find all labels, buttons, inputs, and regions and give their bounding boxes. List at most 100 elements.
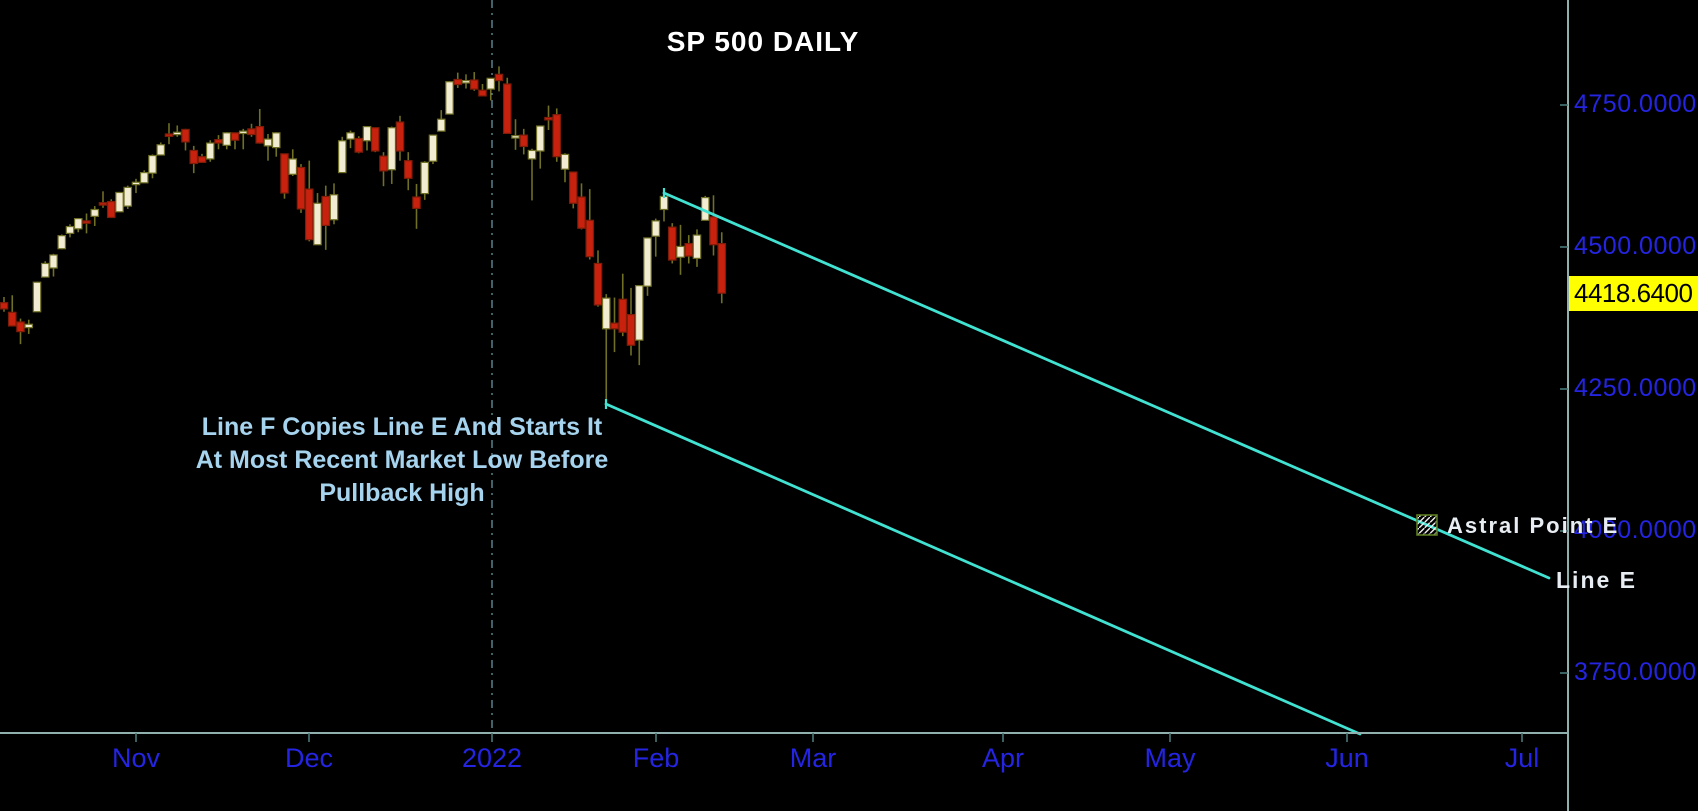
candle-up-body (115, 191, 124, 213)
chart-title: SP 500 DAILY (666, 26, 860, 57)
candle-down-body (552, 114, 562, 158)
candle-down-body (684, 242, 694, 257)
candle-up-body (486, 77, 496, 90)
candle-down-body (247, 128, 256, 136)
candle-up-body (560, 153, 570, 170)
candle-down-body (164, 133, 174, 137)
candle-up-body (362, 125, 372, 142)
candle-down-body (255, 125, 265, 144)
candle-down-body (544, 116, 553, 121)
candle-up-body (420, 161, 430, 195)
candle-down-body (0, 302, 9, 310)
candle-up-body (692, 234, 702, 259)
annotation-line-1: Line F Copies Line E And Starts It (201, 413, 603, 441)
candle-up-body (139, 171, 149, 184)
candle-down-body (412, 196, 421, 209)
candle-down-body (403, 160, 413, 179)
candle-up-body (49, 254, 58, 269)
x-axis-label-mar: Mar (789, 743, 837, 773)
x-axis-label-apr: Apr (981, 743, 1025, 773)
candle-down-body (181, 128, 190, 143)
x-axis-label-jun: Jun (1325, 743, 1369, 773)
candle-up-body (428, 134, 438, 162)
candle-down-body (82, 220, 91, 224)
line-e-label: Line E (1556, 567, 1638, 593)
candle-down-body (354, 137, 364, 153)
candle-up-body (659, 195, 669, 211)
candle-down-body (197, 156, 207, 163)
last-price-tag: 4418.6400 (1569, 275, 1698, 311)
candle-up-body (436, 118, 446, 132)
candle-up-body (511, 135, 520, 139)
candle-down-body (502, 83, 512, 135)
candle-up-body (32, 281, 42, 313)
candle-down-body (610, 322, 619, 330)
candle-up-body (90, 208, 100, 217)
candle-up-body (24, 323, 34, 329)
candle-up-body (148, 154, 157, 174)
y-axis-label-3750: 3750.0000 (1574, 658, 1697, 686)
candle-up-body (65, 225, 75, 234)
candle-down-body (370, 127, 380, 152)
x-axis-label-feb: Feb (632, 743, 680, 773)
candle-up-body (601, 297, 611, 330)
trendline-line-e[interactable] (662, 191, 1551, 580)
candle-down-body (395, 121, 405, 152)
candle-down-body (519, 134, 529, 148)
x-axis-label-jul: Jul (1504, 743, 1540, 773)
trendline-line-f[interactable] (604, 402, 1362, 736)
candle-up-body (634, 285, 644, 341)
candle-down-body (106, 200, 116, 219)
y-axis-label-4000: 4000.0000 (1574, 516, 1697, 544)
candle-down-body (626, 313, 636, 346)
candle-up-body (73, 218, 83, 230)
candle-down-body (189, 149, 199, 165)
candle-down-body (585, 219, 595, 258)
candle-up-body (156, 144, 166, 156)
candle-up-body (387, 127, 397, 171)
candle-up-body (651, 220, 661, 237)
candle-down-body (593, 262, 603, 306)
candle-up-body (461, 79, 471, 84)
candle-up-body (527, 149, 537, 160)
candle-up-body (313, 202, 322, 246)
candle-down-body (478, 89, 487, 97)
candle-up-body (131, 181, 141, 186)
candle-down-body (296, 166, 306, 210)
candle-down-body (280, 153, 289, 194)
candle-up-body (346, 132, 355, 140)
candle-down-body (230, 132, 240, 141)
candle-down-body (379, 155, 388, 172)
candle-up-body (337, 140, 347, 174)
y-axis-label-4250: 4250.0000 (1574, 374, 1697, 402)
candle-up-body (329, 194, 339, 221)
y-axis-label-4750: 4750.0000 (1574, 90, 1697, 118)
y-axis-label-4500: 4500.0000 (1574, 232, 1697, 260)
candle-down-body (717, 242, 727, 294)
candle-down-body (321, 195, 331, 227)
candle-up-body (535, 125, 545, 152)
candle-up-body (271, 132, 281, 149)
candle-down-body (7, 311, 17, 327)
candle-down-body (453, 78, 463, 86)
candle-up-body (238, 130, 248, 135)
astral-point-label: Astral Point E (1447, 513, 1620, 538)
candle-down-body (618, 298, 628, 333)
x-axis-label-nov: Nov (111, 743, 161, 773)
candle-down-body (469, 79, 479, 90)
x-axis-label-2022: 2022 (461, 743, 523, 773)
candle-down-body (667, 226, 677, 261)
candle-up-body (57, 235, 67, 250)
candle-up-body (222, 132, 232, 146)
astral-point-marker[interactable] (1416, 514, 1438, 536)
candle-down-body (494, 73, 504, 82)
candle-down-body (709, 216, 718, 246)
annotation-note: Line F Copies Line E And Starts It At Mo… (196, 411, 609, 510)
candle-up-body (643, 237, 652, 287)
candle-up-body (40, 262, 50, 278)
candle-up-body (123, 186, 133, 207)
x-axis-label-may: May (1144, 743, 1196, 773)
candle-up-body (205, 142, 215, 160)
